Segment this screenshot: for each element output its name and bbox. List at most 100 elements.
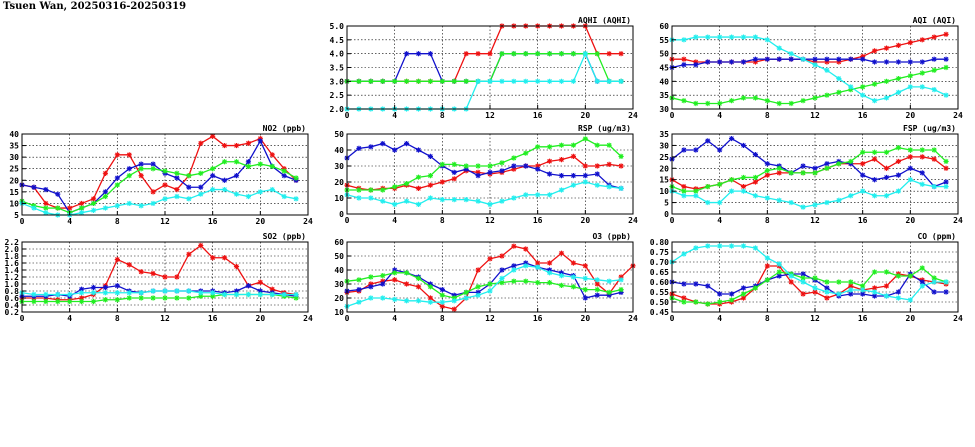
- data-point-cyan: [31, 291, 37, 298]
- data-point-green: [824, 279, 830, 285]
- data-point-green: [78, 298, 85, 305]
- x-tick-label: 4: [392, 111, 397, 120]
- data-point-green: [463, 78, 469, 84]
- x-tick-label: 8: [765, 111, 770, 120]
- data-point-blue: [800, 163, 806, 169]
- data-point-green: [871, 81, 878, 87]
- data-point-cyan: [848, 193, 854, 199]
- y-tick-label: 60: [334, 238, 344, 247]
- series-line-red: [672, 33, 947, 63]
- x-tick-label: 20: [581, 314, 591, 323]
- data-point-red: [475, 169, 481, 175]
- data-point-red: [681, 56, 687, 62]
- data-point-blue: [812, 165, 818, 171]
- data-point-cyan: [812, 202, 818, 208]
- data-point-cyan: [570, 78, 577, 84]
- chart-title: O3 (ppb): [592, 232, 631, 241]
- data-point-blue: [380, 141, 386, 147]
- data-point-cyan: [752, 34, 759, 40]
- data-point-cyan: [919, 181, 925, 187]
- y-tick-label: 4.0: [330, 50, 345, 59]
- y-tick-label: 0.4: [5, 301, 20, 310]
- data-point-blue: [693, 62, 699, 68]
- data-point-cyan: [78, 210, 85, 216]
- data-point-red: [487, 51, 493, 57]
- data-point-cyan: [523, 192, 529, 198]
- x-tick-label: 16: [858, 111, 868, 120]
- chart-o3: 0 4 8 12 16 20 24 10 20 30 40 50 60 O3 (ppb): [334, 232, 638, 323]
- data-point-cyan: [582, 179, 588, 185]
- y-tick-label: 2.0: [5, 245, 20, 254]
- data-point-blue: [403, 51, 410, 57]
- data-point-blue: [126, 166, 132, 172]
- data-point-green: [162, 168, 168, 174]
- data-point-green: [415, 78, 422, 84]
- data-point-blue: [681, 147, 687, 153]
- data-point-green: [221, 159, 228, 165]
- data-point-red: [752, 59, 759, 65]
- y-tick-label: 1.6: [5, 259, 20, 268]
- data-point-cyan: [907, 84, 913, 90]
- data-point-cyan: [848, 84, 854, 90]
- y-tick-label: 0: [339, 210, 344, 219]
- data-point-red: [380, 278, 386, 284]
- x-tick-label: 12: [485, 314, 495, 323]
- data-point-blue: [871, 293, 878, 299]
- data-point-red: [740, 183, 747, 190]
- data-point-red: [752, 179, 759, 185]
- data-point-cyan: [511, 267, 517, 273]
- data-point-green: [392, 270, 398, 276]
- data-point-green: [788, 170, 794, 176]
- data-point-green: [174, 170, 180, 176]
- data-point-cyan: [356, 195, 362, 201]
- data-point-cyan: [546, 78, 553, 84]
- x-tick-label: 4: [717, 216, 722, 225]
- data-point-green: [728, 297, 735, 303]
- data-point-blue: [895, 172, 902, 178]
- data-point-cyan: [860, 92, 866, 98]
- data-point-red: [681, 183, 687, 190]
- y-tick-label: 30: [659, 105, 669, 114]
- data-point-red: [535, 260, 541, 266]
- data-point-cyan: [740, 34, 747, 40]
- data-point-blue: [221, 177, 228, 183]
- data-point-cyan: [883, 193, 890, 199]
- x-tick-label: 4: [67, 314, 72, 323]
- data-point-green: [114, 182, 120, 188]
- y-tick-label: 0.45: [650, 308, 669, 317]
- data-point-cyan: [871, 98, 878, 104]
- data-point-green: [475, 163, 481, 169]
- data-point-green: [883, 149, 890, 155]
- data-point-cyan: [883, 293, 890, 299]
- data-point-cyan: [764, 255, 770, 261]
- data-point-blue: [594, 292, 600, 298]
- data-point-red: [883, 165, 890, 171]
- data-point-cyan: [788, 51, 794, 57]
- data-point-green: [403, 78, 410, 84]
- data-point-cyan: [606, 278, 612, 284]
- data-point-cyan: [475, 198, 481, 204]
- data-point-blue: [824, 285, 830, 291]
- data-point-red: [824, 295, 830, 301]
- data-point-red: [126, 152, 132, 158]
- chart-title: FSP (ug/m3): [903, 124, 956, 133]
- data-point-blue: [281, 173, 287, 179]
- series-line-cyan: [671, 178, 947, 208]
- data-point-blue: [919, 170, 925, 176]
- data-point-cyan: [570, 274, 577, 280]
- data-point-green: [836, 279, 842, 285]
- y-tick-label: 50: [334, 252, 344, 261]
- data-point-red: [570, 260, 577, 266]
- data-point-cyan: [871, 193, 878, 199]
- data-point-green: [728, 98, 735, 104]
- data-point-blue: [475, 173, 481, 179]
- data-point-blue: [558, 270, 565, 276]
- data-point-cyan: [594, 277, 600, 283]
- data-point-red: [415, 284, 422, 290]
- data-point-blue: [245, 283, 252, 289]
- y-tick-label: 3.0: [330, 77, 345, 86]
- data-point-blue: [860, 291, 866, 297]
- data-point-cyan: [740, 188, 747, 194]
